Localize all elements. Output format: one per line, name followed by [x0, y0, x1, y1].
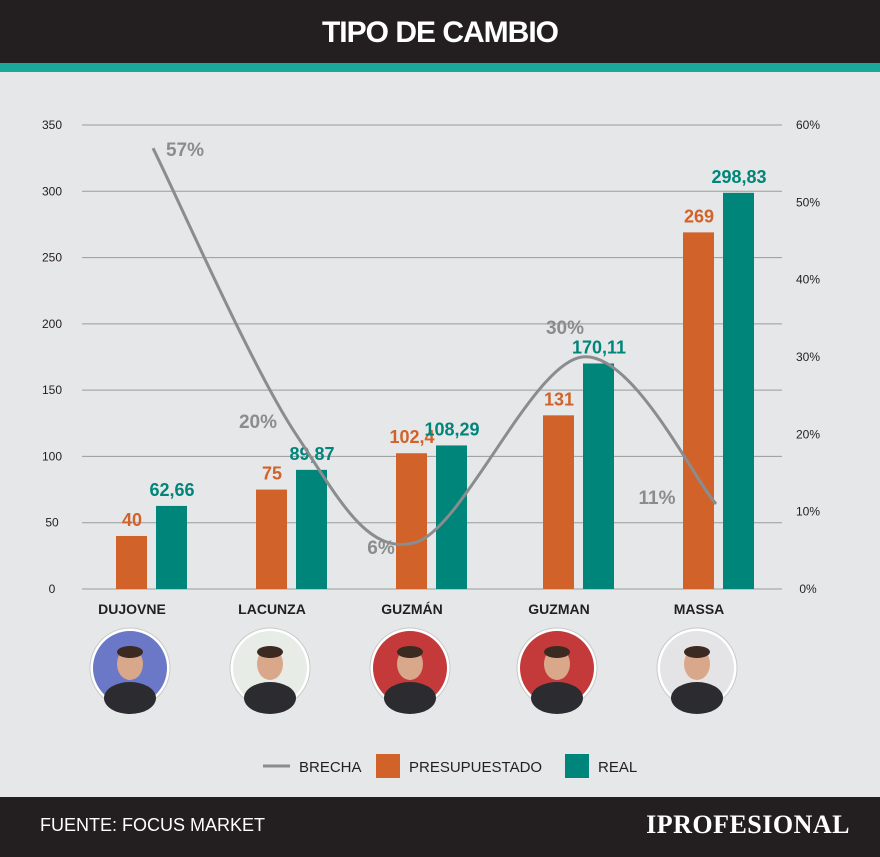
avatar-shoulders [531, 682, 583, 714]
footer-bar: FUENTE: FOCUS MARKET IPROFESIONAL [0, 797, 880, 857]
bar-label-real: 170,11 [572, 337, 626, 357]
bar-label-presupuestado: 269 [684, 206, 714, 226]
bar-presupuestado [683, 232, 714, 589]
bar-real [156, 505, 187, 589]
y-left-tick: 300 [42, 184, 62, 198]
category-label: GUZMAN [528, 601, 589, 617]
chart-title: TIPO DE CAMBIO [321, 16, 559, 49]
y-right-tick: 20% [796, 427, 820, 441]
y-right-tick: 30% [796, 350, 820, 364]
bar-label-real: 89,87 [289, 444, 334, 464]
y-right-tick: 0% [799, 582, 817, 596]
accent-bar [0, 63, 880, 72]
bar-label-real: 62,66 [149, 480, 194, 500]
avatar-hair [117, 646, 143, 658]
bar-real [436, 445, 467, 589]
y-left-tick: 50 [45, 516, 59, 530]
brecha-line [151, 147, 718, 546]
y-left-tick: 0 [49, 582, 56, 596]
legend-label-brecha: BRECHA [299, 759, 362, 776]
brecha-label: 30% [546, 318, 584, 339]
bar-real [583, 363, 614, 589]
y-left-tick: 100 [42, 449, 62, 463]
avatar-hair [684, 646, 710, 658]
chart-area: 0 50 100 150 200 250 300 350 0% 10% 20% 30% 40% 50% 60… [42, 118, 820, 778]
brecha-label: 20% [239, 412, 277, 433]
category-label: MASSA [674, 601, 725, 617]
y-right-tick: 40% [796, 273, 820, 287]
category-label: DUJOVNE [98, 601, 166, 617]
y-right-tick: 10% [796, 505, 820, 519]
legend-label-presupuestado: PRESUPUESTADO [409, 759, 542, 776]
legend-label-real: REAL [598, 759, 637, 776]
avatar-hair [257, 646, 283, 658]
y-right-tick: 60% [796, 118, 820, 132]
bar-presupuestado [256, 489, 287, 589]
source-label: FUENTE: FOCUS MARKET [40, 815, 266, 835]
category-label: GUZMÁN [381, 601, 442, 617]
avatar-shoulders [244, 682, 296, 714]
avatar-shoulders [671, 682, 723, 714]
avatar-hair [397, 646, 423, 658]
y-left-tick: 350 [42, 118, 62, 132]
brecha-label: 11% [639, 488, 676, 509]
y-left-tick: 150 [42, 383, 62, 397]
avatar-shoulders [384, 682, 436, 714]
bar-label-presupuestado: 131 [544, 389, 574, 409]
bar-presupuestado [116, 535, 147, 589]
brecha-label: 57% [166, 140, 204, 161]
y-right-tick: 50% [796, 195, 820, 209]
avatar-hair [544, 646, 570, 658]
bar-presupuestado [396, 453, 427, 589]
bar-label-real: 298,83 [711, 167, 766, 187]
bar-real [296, 469, 327, 589]
bar-label-real: 108,29 [424, 419, 479, 439]
y-left-tick: 200 [42, 317, 62, 331]
brand-logo: IPROFESIONAL [646, 810, 850, 839]
y-left-tick: 250 [42, 251, 62, 265]
legend-swatch-presupuestado [376, 754, 400, 778]
avatar-shoulders [104, 682, 156, 714]
bar-label-presupuestado: 102,4 [389, 427, 434, 447]
category-label: LACUNZA [238, 601, 306, 617]
bar-label-presupuestado: 75 [262, 464, 282, 484]
bar-presupuestado [543, 415, 574, 589]
brecha-label: 6% [367, 538, 395, 559]
header-bar: TIPO DE CAMBIO [0, 0, 880, 63]
bar-label-presupuestado: 40 [122, 510, 142, 530]
bar-real [723, 192, 754, 590]
legend-swatch-real [565, 754, 589, 778]
